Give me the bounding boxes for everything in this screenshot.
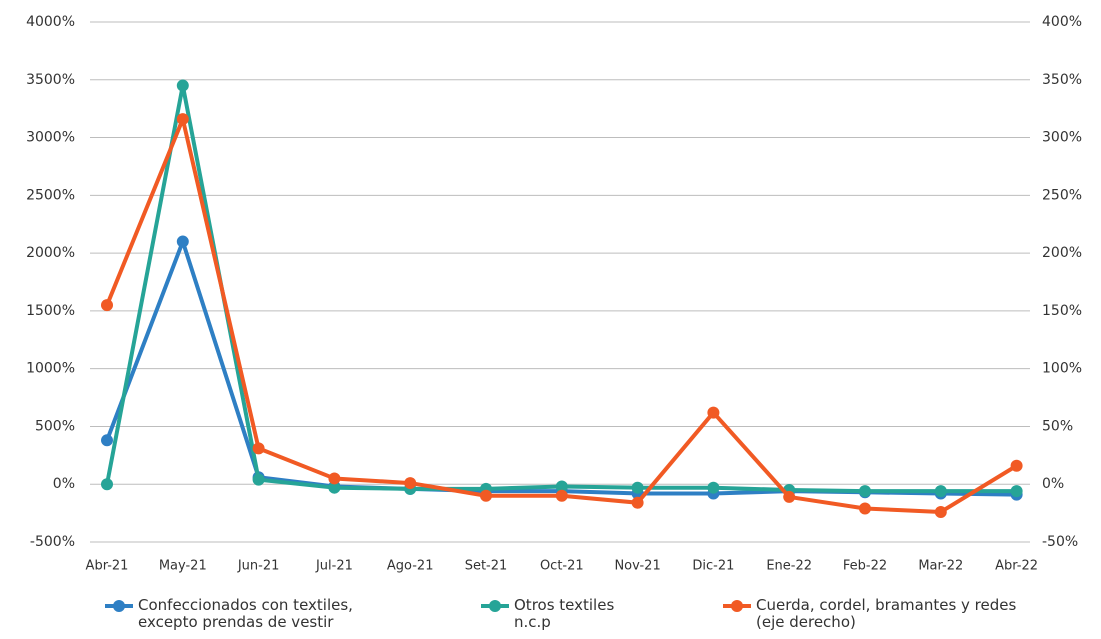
- data-point: [101, 478, 113, 491]
- x-tick-label: Jul-21: [315, 559, 353, 574]
- legend-dot: [113, 600, 125, 612]
- y-tick-label: 500%: [35, 418, 75, 434]
- y2-tick-label: 300%: [1042, 130, 1082, 146]
- data-point: [555, 480, 568, 493]
- x-tick-label: Feb-22: [843, 559, 887, 574]
- x-tick-label: Abr-22: [995, 559, 1038, 574]
- x-tick-label: Nov-21: [614, 559, 660, 574]
- data-point: [480, 489, 492, 502]
- legend-marker: [723, 600, 751, 612]
- data-point: [934, 505, 947, 518]
- data-point: [176, 235, 189, 248]
- data-point: [1010, 459, 1023, 472]
- x-tick-label: Set-21: [465, 559, 508, 574]
- data-point: [631, 496, 644, 509]
- data-point: [1010, 485, 1023, 498]
- data-point: [101, 434, 113, 447]
- data-point: [934, 485, 947, 498]
- legend-item: Otros textiles n.c.p: [480, 597, 640, 631]
- x-tick-label: Oct-21: [540, 559, 584, 574]
- series-line: [105, 117, 1018, 514]
- x-tick-label: Ago-21: [387, 559, 434, 574]
- y2-tick-label: 150%: [1042, 303, 1082, 319]
- data-point: [404, 477, 417, 490]
- x-tick-label: Dic-21: [692, 559, 734, 574]
- legend-marker: [105, 600, 133, 612]
- y2-tick-label: 200%: [1042, 245, 1082, 261]
- legend-label: Confeccionados con textiles, excepto pre…: [138, 596, 353, 631]
- series-line: [105, 239, 1017, 497]
- legend-label: Cuerda, cordel, bramantes y redes (eje d…: [756, 596, 1017, 631]
- data-point: [252, 473, 265, 486]
- x-tick-label: Mar-22: [918, 559, 963, 574]
- y-tick-label: 1000%: [26, 361, 75, 377]
- y-tick-label: 4000%: [26, 14, 75, 30]
- data-point: [859, 502, 871, 515]
- y-tick-label: 3500%: [26, 72, 75, 88]
- x-tick-label: Jun-21: [237, 559, 280, 574]
- data-point: [707, 481, 720, 494]
- legend-dot: [731, 600, 743, 612]
- legend-marker: [481, 600, 509, 612]
- legend-item: Cuerda, cordel, bramantes y redes (eje d…: [722, 597, 1022, 631]
- data-point: [859, 485, 871, 498]
- legend-dot: [489, 600, 501, 612]
- x-tick-label: Ene-22: [766, 559, 812, 574]
- data-point: [252, 442, 265, 455]
- x-tick-label: Abr-21: [86, 559, 129, 574]
- y2-tick-label: 400%: [1042, 14, 1082, 30]
- y-tick-label: 0%: [53, 476, 75, 492]
- data-point: [707, 406, 720, 419]
- y2-tick-label: 0%: [1042, 476, 1064, 492]
- legend-label: Otros textiles n.c.p: [514, 596, 615, 631]
- x-tick-label: May-21: [159, 559, 207, 574]
- data-point: [631, 481, 644, 494]
- data-point: [783, 490, 796, 503]
- y2-tick-label: 100%: [1042, 361, 1082, 377]
- y-tick-label: 1500%: [26, 303, 75, 319]
- y2-tick-label: 250%: [1042, 187, 1082, 203]
- data-point: [176, 113, 189, 126]
- y-tick-label: 3000%: [26, 130, 75, 146]
- y2-tick-label: 350%: [1042, 72, 1082, 88]
- legend-item: Confeccionados con textiles, excepto pre…: [104, 597, 404, 631]
- data-point: [176, 79, 189, 92]
- data-point: [555, 489, 568, 502]
- y2-tick-label: -50%: [1042, 534, 1078, 550]
- data-point: [101, 299, 113, 312]
- y-tick-label: -500%: [30, 534, 75, 550]
- y-tick-label: 2500%: [26, 187, 75, 203]
- y-tick-label: 2000%: [26, 245, 75, 261]
- data-point: [328, 472, 341, 485]
- y2-tick-label: 50%: [1042, 418, 1073, 434]
- data-point: [328, 481, 341, 494]
